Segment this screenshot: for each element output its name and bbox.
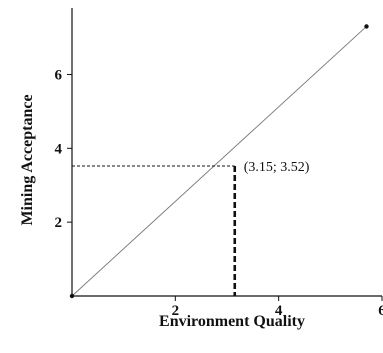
annotation-layer: (3.15; 3.52) [72,160,310,296]
x-axis-title: Environment Quality [159,313,305,330]
x-tick-label: 6 [378,303,383,319]
y-tick-label: 2 [55,215,63,231]
annotation-label: (3.15; 3.52) [244,160,310,175]
series-line [71,26,367,297]
x-tick-label: 4 [275,303,283,319]
y-axis-title: Mining Acceptance [19,94,36,225]
series-point [69,293,75,299]
series-point [364,24,369,29]
axes [71,8,382,297]
y-tick-label: 4 [55,141,63,157]
y-tick-label: 6 [55,67,63,83]
x-tick-label: 2 [172,303,180,319]
series-layer [69,24,369,299]
tick-layer: 2 4 6 2 4 6 [55,67,383,319]
